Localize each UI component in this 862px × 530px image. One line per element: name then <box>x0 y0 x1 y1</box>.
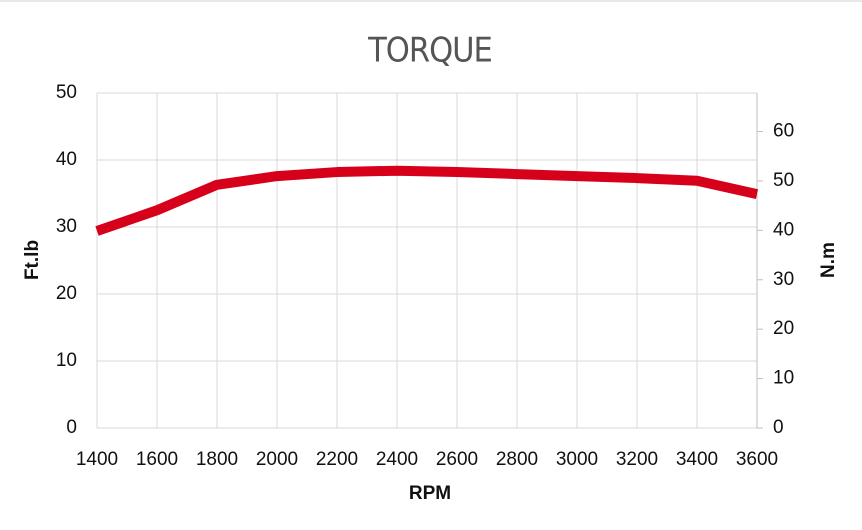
y-tick-label: 20 <box>56 283 77 304</box>
y-tick-label: 30 <box>56 216 77 237</box>
y2-tick-label: 0 <box>773 417 784 438</box>
torque-line <box>95 165 759 236</box>
x-axis-label: RPM <box>409 483 451 504</box>
x-tick-label: 1400 <box>76 449 118 470</box>
x-tick-label: 3600 <box>736 449 778 470</box>
y2-tick-label: 30 <box>773 269 794 290</box>
y2-tick-label: 20 <box>773 318 794 339</box>
x-tick-label: 2000 <box>256 449 298 470</box>
y2-tick-label: 40 <box>773 219 794 240</box>
y-tick-label: 40 <box>56 149 77 170</box>
x-tick-label: 3000 <box>556 449 598 470</box>
x-tick-label: 3200 <box>616 449 658 470</box>
x-tick-label: 1800 <box>196 449 238 470</box>
y-tick-label: 10 <box>56 350 77 371</box>
x-tick-label: 2800 <box>496 449 538 470</box>
y-tick-label: 0 <box>66 417 77 438</box>
x-tick-label: 2600 <box>436 449 478 470</box>
y-tick-label: 50 <box>56 82 77 103</box>
y2-tick-label: 60 <box>773 121 794 142</box>
y-axis-label: Ft.lb <box>22 240 43 280</box>
x-tick-label: 2400 <box>376 449 418 470</box>
x-tick-label: 2200 <box>316 449 358 470</box>
y2-axis-label: N.m <box>818 242 839 278</box>
y2-tick-label: 50 <box>773 170 794 191</box>
x-tick-label: 1600 <box>136 449 178 470</box>
y2-tick-label: 10 <box>773 368 794 389</box>
chart-title: TORQUE <box>367 31 492 71</box>
x-tick-label: 3400 <box>676 449 718 470</box>
